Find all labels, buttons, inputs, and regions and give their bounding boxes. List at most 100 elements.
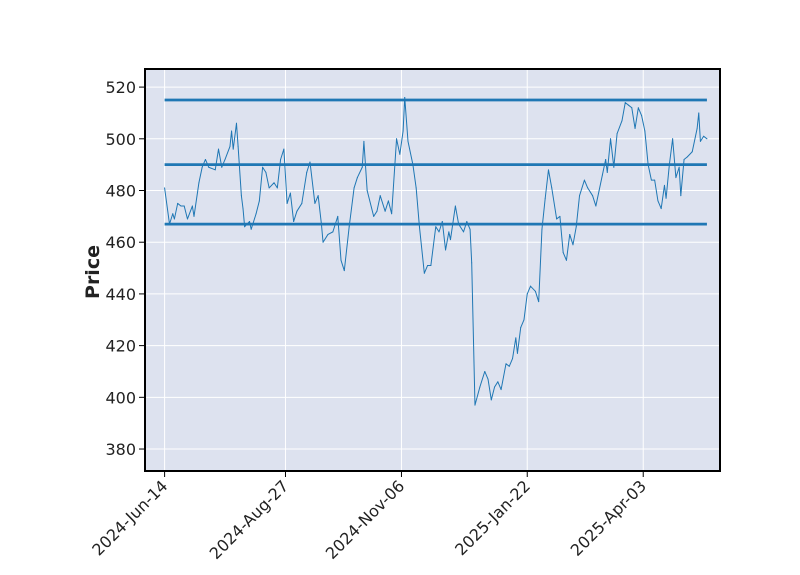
- data-point: [547, 169, 549, 171]
- data-point: [173, 218, 175, 220]
- data-point: [399, 153, 401, 155]
- data-point: [198, 182, 200, 184]
- data-point: [404, 96, 406, 98]
- y-tick-label: 440: [105, 285, 136, 304]
- data-point: [634, 127, 636, 129]
- data-point: [379, 195, 381, 197]
- y-tick-label: 400: [105, 388, 136, 407]
- data-point: [628, 104, 630, 106]
- data-point: [474, 404, 476, 406]
- y-tick-label: 380: [105, 440, 136, 459]
- data-point: [551, 187, 553, 189]
- data-point: [240, 195, 242, 197]
- data-point: [391, 213, 393, 215]
- data-point: [164, 187, 166, 189]
- data-point: [396, 138, 398, 140]
- y-tick-label: 480: [105, 182, 136, 201]
- data-point: [520, 327, 522, 329]
- y-axis-ticks: 380 400 420 440 460 480 500 520: [105, 78, 145, 459]
- data-point: [441, 221, 443, 223]
- data-point: [691, 151, 693, 153]
- y-tick-label: 420: [105, 337, 136, 356]
- data-point: [273, 182, 275, 184]
- data-point: [235, 122, 237, 124]
- data-point: [232, 148, 234, 150]
- data-point: [610, 138, 612, 140]
- data-point: [616, 133, 618, 135]
- data-point: [512, 358, 514, 360]
- data-point: [621, 120, 623, 122]
- horizontal-level-lines: [164, 98, 707, 226]
- data-point: [587, 187, 589, 189]
- data-point: [559, 215, 561, 217]
- data-point: [427, 264, 429, 266]
- data-point: [624, 102, 626, 104]
- data-point: [183, 205, 185, 207]
- data-point: [706, 138, 708, 140]
- data-point: [538, 301, 540, 303]
- data-point: [249, 221, 251, 223]
- data-point: [255, 213, 257, 215]
- data-point: [237, 146, 239, 148]
- data-point: [343, 270, 345, 272]
- data-point: [484, 370, 486, 372]
- data-point: [678, 166, 680, 168]
- x-tick-label: 2024-Nov-06: [322, 476, 409, 563]
- data-point: [418, 226, 420, 228]
- data-point: [675, 177, 677, 179]
- data-point: [320, 223, 322, 225]
- data-point: [348, 226, 350, 228]
- data-point: [250, 228, 252, 230]
- data-point: [180, 205, 182, 207]
- data-point: [384, 210, 386, 212]
- data-point: [606, 171, 608, 173]
- data-point: [415, 187, 417, 189]
- data-point: [309, 161, 311, 163]
- data-point: [229, 146, 231, 148]
- data-point: [668, 164, 670, 166]
- data-point: [562, 252, 564, 254]
- data-point: [601, 174, 603, 176]
- data-point: [423, 272, 425, 274]
- data-point: [296, 210, 298, 212]
- data-point: [703, 135, 705, 137]
- data-point: [592, 195, 594, 197]
- x-axis-ticks: 2024-Jun-14 2024-Aug-27 2024-Nov-06 2025-Ja…: [88, 471, 650, 563]
- data-point: [191, 205, 193, 207]
- x-tick-label: 2024-Jun-14: [88, 476, 171, 559]
- y-tick-label: 520: [105, 78, 136, 97]
- data-point: [463, 231, 465, 233]
- data-point: [595, 205, 597, 207]
- data-point: [258, 200, 260, 202]
- data-point: [242, 208, 244, 210]
- data-point: [497, 381, 499, 383]
- data-point: [696, 127, 698, 129]
- data-point: [565, 259, 567, 261]
- data-point: [314, 202, 316, 204]
- data-point: [201, 166, 203, 168]
- data-point: [445, 249, 447, 251]
- data-point: [317, 195, 319, 197]
- data-point: [449, 239, 451, 241]
- data-point: [262, 166, 264, 168]
- data-point: [647, 164, 649, 166]
- data-point: [672, 138, 674, 140]
- data-point: [494, 386, 496, 388]
- data-point: [505, 363, 507, 365]
- data-point: [373, 215, 375, 217]
- x-tick-label: 2025-Jan-22: [451, 476, 534, 559]
- data-point: [231, 130, 233, 132]
- data-point: [471, 262, 473, 264]
- data-point: [657, 200, 659, 202]
- data-point: [218, 148, 220, 150]
- data-point: [407, 140, 409, 142]
- data-point: [366, 190, 368, 191]
- data-point: [523, 319, 525, 321]
- data-point: [412, 164, 414, 166]
- data-point: [650, 179, 652, 181]
- data-point: [402, 130, 404, 132]
- data-point: [322, 241, 324, 243]
- data-point: [301, 202, 303, 204]
- data-point: [356, 177, 358, 179]
